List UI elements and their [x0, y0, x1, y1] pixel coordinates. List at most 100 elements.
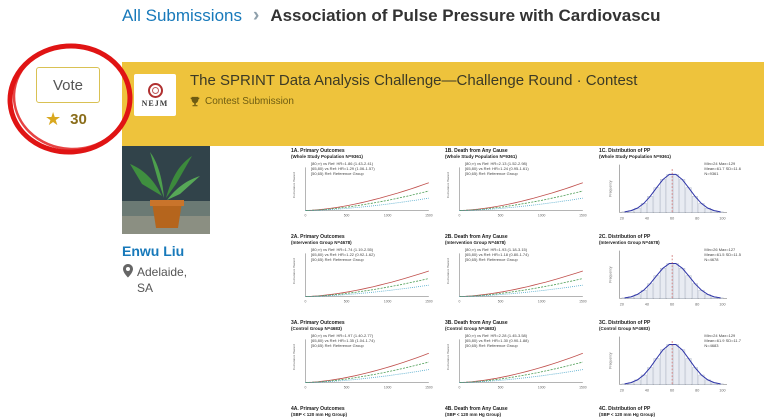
figure-panel-1B: 1B. Death from Any Cause (Whole Study Pop… [445, 148, 589, 228]
nejm-logo-text: NEJM [141, 98, 169, 108]
figure-panel-2C: 2C. Distribution of PP (Intervention Grou… [599, 234, 743, 314]
panel-subtitle: (SBP < 120 mm Hg Group) [599, 412, 656, 417]
avatar[interactable] [122, 146, 210, 234]
panel-title: 3A. Primary Outcomes [291, 320, 345, 326]
svg-text:40: 40 [645, 216, 649, 220]
vote-button[interactable]: Vote [36, 67, 100, 103]
panel-title: 4C. Distribution of PP [599, 406, 651, 412]
svg-text:60: 60 [670, 216, 674, 220]
svg-text:Cumulative Hazard: Cumulative Hazard [446, 344, 450, 370]
svg-text:1500: 1500 [425, 214, 433, 218]
vote-count: 30 [70, 110, 87, 128]
svg-text:0: 0 [458, 300, 460, 304]
svg-text:0: 0 [304, 214, 306, 218]
location-line-1: Adelaide, [137, 265, 188, 279]
star-icon: ★ [45, 109, 62, 129]
figure-panel-3B: 3B. Death from Any Cause (Control Group N… [445, 320, 589, 400]
panel-subtitle: (Control Group N=4683) [599, 326, 650, 331]
svg-text:Frequency: Frequency [609, 352, 613, 368]
svg-text:1500: 1500 [425, 300, 433, 304]
breadcrumb: All Submissions › Association of Pulse P… [122, 5, 661, 27]
author-name-link[interactable]: Enwu Liu [122, 243, 185, 259]
svg-text:80: 80 [695, 388, 699, 392]
panel-subtitle: (Whole Study Population N=9361) [599, 154, 671, 159]
figure-panel-2A: 2A. Primary Outcomes (Intervention Group … [291, 234, 435, 314]
svg-text:500: 500 [344, 300, 350, 304]
figure-grid[interactable]: 1A. Primary Outcomes (Whole Study Populat… [291, 148, 743, 420]
author-location: Adelaide, SA [123, 264, 187, 296]
panel-subtitle: (Whole Study Population N=9361) [291, 154, 363, 159]
svg-text:60: 60 [670, 302, 674, 306]
svg-text:20: 20 [620, 388, 624, 392]
svg-text:100: 100 [719, 388, 725, 392]
panel-subtitle: (Control Group N=4683) [445, 326, 496, 331]
svg-text:20: 20 [620, 302, 624, 306]
svg-text:0: 0 [458, 386, 460, 390]
svg-text:0: 0 [304, 386, 306, 390]
figure-panel-2B: 2B. Death from Any Cause (Intervention Gr… [445, 234, 589, 314]
svg-text:0: 0 [304, 300, 306, 304]
panel-subtitle: (Intervention Group N=4678) [291, 240, 352, 245]
contest-title: The SPRINT Data Analysis Challenge—Chall… [190, 72, 638, 89]
figure-panel-3A: 3A. Primary Outcomes (Control Group N=468… [291, 320, 435, 400]
breadcrumb-all-submissions-link[interactable]: All Submissions [122, 6, 242, 25]
vote-score: ★ 30 [45, 110, 87, 128]
svg-text:Frequency: Frequency [609, 266, 613, 282]
panel-legend: [80,∞) vs Ref: HR=1.86 (1.43-2.41) [65,80… [311, 161, 375, 176]
panel-subtitle: (SBP < 120 mm Hg Group) [291, 412, 348, 417]
panel-title: 2B. Death from Any Cause [445, 234, 508, 240]
svg-text:1000: 1000 [538, 214, 546, 218]
contest-submission-label: Contest Submission [205, 96, 294, 107]
nejm-seal-icon [147, 82, 163, 98]
contest-banner[interactable]: NEJM The SPRINT Data Analysis Challenge—… [122, 62, 764, 146]
svg-text:Cumulative Hazard: Cumulative Hazard [446, 172, 450, 198]
svg-text:100: 100 [719, 216, 725, 220]
svg-text:1500: 1500 [579, 386, 587, 390]
svg-text:Cumulative Hazard: Cumulative Hazard [292, 172, 296, 198]
svg-text:1000: 1000 [384, 300, 392, 304]
panel-legend: [80,∞) vs Ref: HR=2.13 (1.52-2.98) [65,80… [465, 161, 529, 176]
panel-subtitle: (Intervention Group N=4678) [599, 240, 660, 245]
svg-text:1000: 1000 [384, 214, 392, 218]
panel-legend: Min=24 Max=129 Mean=61.9 SD=11.7 N=4683 [704, 333, 741, 348]
panel-title: 1C. Distribution of PP [599, 148, 651, 154]
figure-panel-4C: 4C. Distribution of PP (SBP < 120 mm Hg G… [599, 406, 743, 420]
panel-title: 4A. Primary Outcomes [291, 406, 345, 412]
svg-text:40: 40 [645, 302, 649, 306]
panel-title: 4B. Death from Any Cause [445, 406, 508, 412]
panel-subtitle: (Whole Study Population N=9361) [445, 154, 517, 159]
svg-text:1000: 1000 [384, 386, 392, 390]
svg-text:1000: 1000 [538, 386, 546, 390]
panel-legend: [80,∞) vs Ref: HR=1.97 (1.40-2.77) [65,80… [311, 333, 375, 348]
panel-legend: [80,∞) vs Ref: HR=2.28 (1.45-3.58) [65,80… [465, 333, 529, 348]
svg-text:80: 80 [695, 216, 699, 220]
panel-legend: Min=24 Max=129 Mean=61.7 SD=11.6 N=9361 [704, 161, 741, 176]
location-line-2: SA [137, 281, 154, 295]
svg-text:0: 0 [458, 214, 460, 218]
svg-text:Frequency: Frequency [609, 180, 613, 196]
svg-text:500: 500 [344, 214, 350, 218]
trophy-icon [190, 96, 200, 107]
chevron-right-icon: › [253, 5, 260, 26]
figure-panel-4A: 4A. Primary Outcomes (SBP < 120 mm Hg Gro… [291, 406, 435, 420]
svg-text:1500: 1500 [579, 300, 587, 304]
svg-text:1000: 1000 [538, 300, 546, 304]
panel-title: 1B. Death from Any Cause [445, 148, 508, 154]
svg-text:500: 500 [498, 386, 504, 390]
panel-title: 3B. Death from Any Cause [445, 320, 508, 326]
avatar-plant-photo [122, 146, 210, 234]
contest-submission-badge: Contest Submission [190, 96, 637, 107]
svg-text:Cumulative Hazard: Cumulative Hazard [446, 258, 450, 284]
panel-legend: [80,∞) vs Ref: HR=1.74 (1.19-2.55) [65,80… [311, 247, 375, 262]
svg-text:Cumulative Hazard: Cumulative Hazard [292, 258, 296, 284]
location-pin-icon [123, 264, 133, 278]
figure-panel-4B: 4B. Death from Any Cause (SBP < 120 mm Hg… [445, 406, 589, 420]
figure-panel-1C: 1C. Distribution of PP (Whole Study Popul… [599, 148, 743, 228]
page-title: Association of Pulse Pressure with Cardi… [270, 6, 661, 25]
banner-text-block: The SPRINT Data Analysis Challenge—Chall… [190, 71, 637, 107]
panel-subtitle: (SBP < 120 mm Hg Group) [445, 412, 502, 417]
panel-title: 3C. Distribution of PP [599, 320, 651, 326]
svg-text:500: 500 [344, 386, 350, 390]
panel-subtitle: (Control Group N=4683) [291, 326, 342, 331]
svg-text:500: 500 [498, 300, 504, 304]
